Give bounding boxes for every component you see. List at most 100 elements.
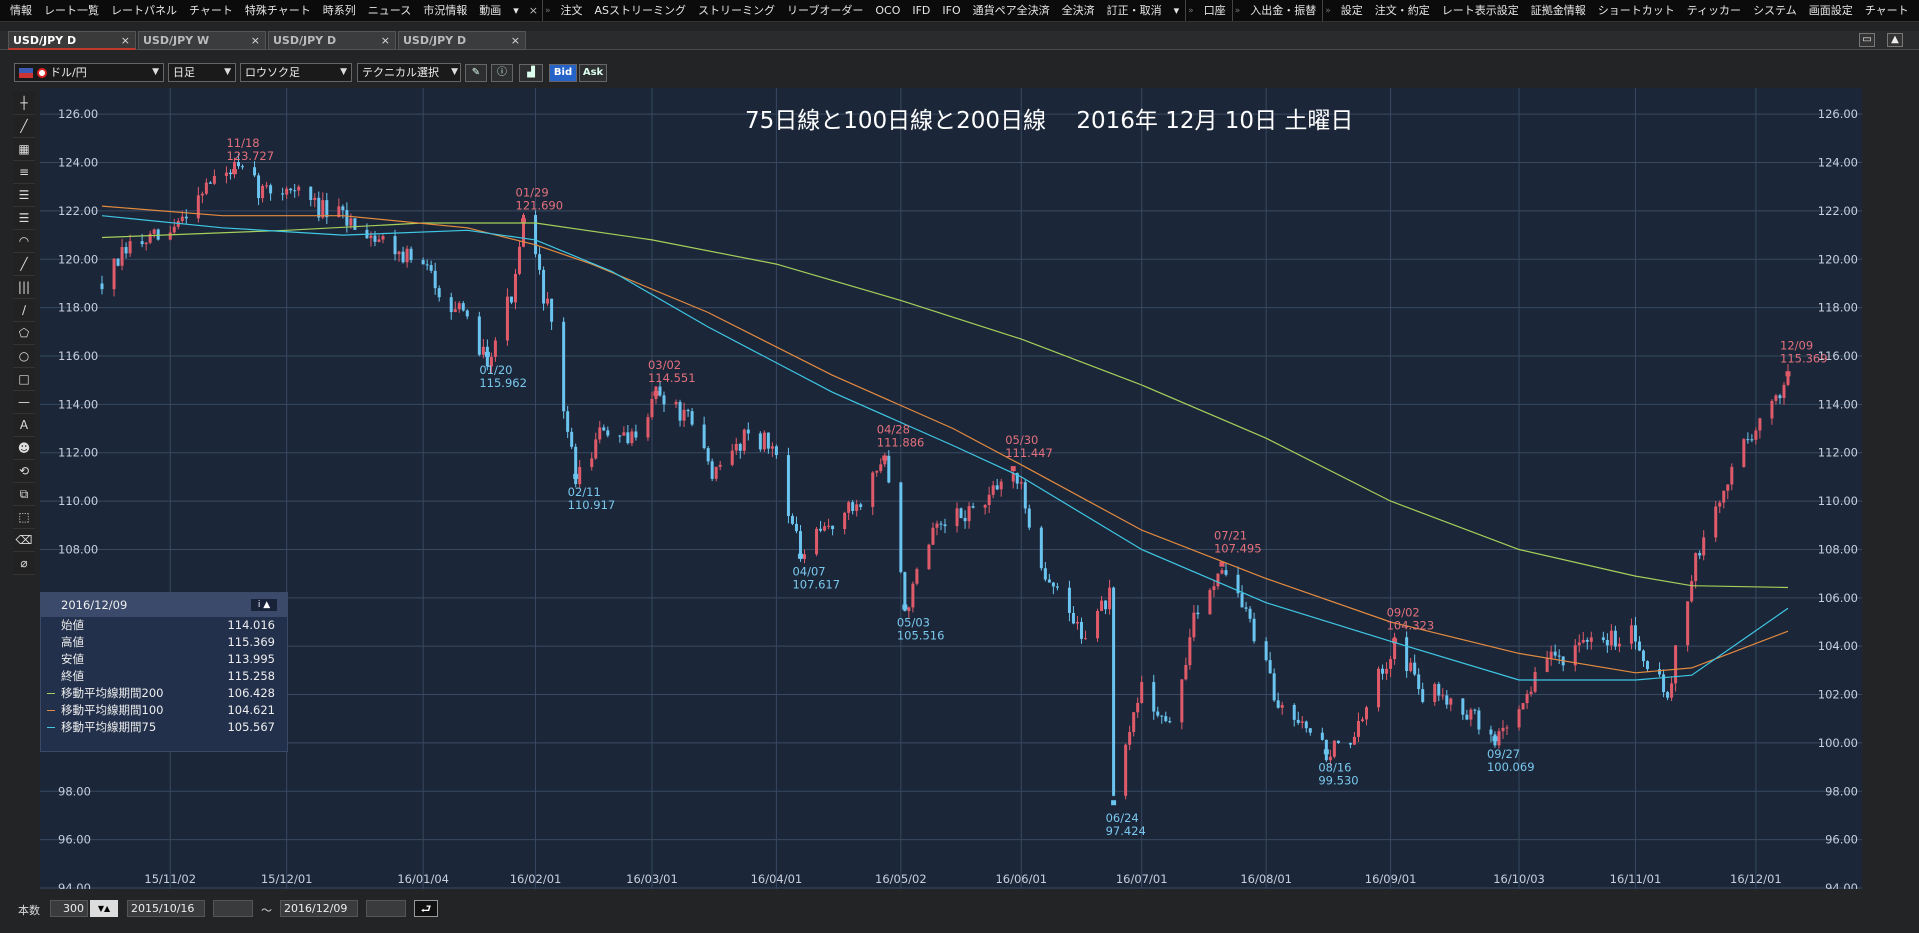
menu-item[interactable]: IFD [912,3,931,17]
chart-type-select[interactable]: ロウソク足 ▼ [240,63,352,82]
start-date-input[interactable]: 2015/10/16 [127,900,205,917]
candle-body [746,429,750,434]
menu-item[interactable]: 口座 [1203,3,1226,17]
drawing-tool-icon[interactable]: ╱ [13,253,35,276]
bar-count-input[interactable]: 300 [50,900,88,917]
menu-item[interactable]: 特殊チャート [244,3,311,17]
candle-body [907,607,911,612]
currency-pair-select[interactable]: ドル/円 ▼ [14,63,164,82]
close-icon[interactable]: × [528,4,538,17]
menu-item[interactable]: 通貨ペア全決済 [972,3,1050,17]
minimize-button[interactable]: ▲ [1887,33,1903,47]
menu-separator: » [541,0,551,21]
info-collapse-button[interactable]: i ▲ [251,599,277,611]
menu-item[interactable]: レート一覧 [44,3,99,17]
drawing-tool-icon[interactable]: ┼ [13,92,35,115]
count-spinner[interactable]: ▼▲ [90,900,118,917]
menu-item[interactable]: ショートカット [1597,3,1675,17]
info-row: 終値 115.258 [41,668,287,685]
drawing-tool-icon[interactable]: ◠ [13,230,35,253]
tab-usdjpy-d-3[interactable]: USD/JPY D × [398,31,526,50]
tab-usdjpy-w[interactable]: USD/JPY W × [138,31,266,50]
menu-item[interactable]: 注文・約定 [1374,3,1430,17]
technical-select[interactable]: テクニカル選択 ▼ [357,63,461,82]
candle-body [461,303,465,311]
menu-item[interactable]: システム [1753,3,1797,17]
menu-item[interactable]: ティッカー [1686,3,1742,17]
end-time-input[interactable] [366,900,406,917]
drawing-tool-icon[interactable]: ≡ [13,161,35,184]
drawing-tool-icon[interactable]: ⌀ [13,552,35,575]
menu-item[interactable]: リーブオーダー [787,3,864,17]
menu-item[interactable]: 情報 [10,3,32,17]
menu-item[interactable]: ASストリーミング [594,3,687,17]
start-time-input[interactable] [213,900,253,917]
extreme-marker [1492,736,1498,742]
drawing-tool-icon[interactable]: ||| [13,276,35,299]
drawing-tool-icon[interactable]: ○ [13,345,35,368]
tab-usdjpy-d-1[interactable]: USD/JPY D × [8,31,136,50]
menu-item[interactable]: 入出金・振替 [1250,3,1317,17]
candle-body [1646,661,1649,670]
bid-toggle[interactable]: Bid [549,64,577,82]
tab-usdjpy-d-2[interactable]: USD/JPY D × [268,31,396,50]
ask-toggle[interactable]: Ask [579,64,607,82]
drawing-tool-icon[interactable]: ╱ [13,115,35,138]
menu-more-button[interactable]: ▾ [1173,3,1180,17]
candle-body [662,395,666,405]
menu-item[interactable]: 証拠金情報 [1530,3,1586,17]
candle-body [293,190,297,192]
drawing-tool-icon[interactable]: □ [13,368,35,391]
menu-item[interactable]: ニュース [367,3,412,17]
candle-body [1609,630,1613,646]
menu-item[interactable]: 注文 [560,3,583,17]
menu-item[interactable]: レート表示設定 [1441,3,1519,17]
menu-item[interactable]: ストリーミング [698,3,776,17]
menu-item[interactable]: 時系列 [322,3,356,17]
refresh-button[interactable]: ⮐ [414,900,438,917]
close-icon[interactable]: × [250,34,260,47]
menu-item[interactable]: 訂正・取消 [1106,3,1162,17]
drawing-tool-icon[interactable]: ⬠ [13,322,35,345]
drawing-tool-icon[interactable]: ⟲ [13,460,35,483]
info-label: 移動平均線期間75 [61,720,157,734]
menu-item[interactable]: 全決済 [1061,3,1095,17]
menu-item[interactable]: 市況情報 [423,3,468,17]
menu-item[interactable]: 動画 [479,3,502,17]
end-date-input[interactable]: 2016/12/09 [280,900,358,917]
timeframe-select[interactable]: 日足 ▼ [168,63,236,82]
drawing-tool-icon[interactable]: ⬚ [13,506,35,529]
menu-item[interactable]: チャート [1864,3,1909,17]
drawing-tool-icon[interactable]: ☰ [13,207,35,230]
close-icon[interactable]: × [510,34,520,47]
candle-body [702,424,706,449]
drawing-tool-icon[interactable]: — [13,391,35,414]
drawing-tool-icon[interactable]: ⧉ [13,483,35,506]
candle-body [1332,740,1336,757]
drawing-tool-icon[interactable]: ⌫ [13,529,35,552]
pen-icon[interactable]: ✎ [465,64,487,82]
price-chart[interactable]: 126.00 126.00 124.00 124.00 122.00 122.00 120.… [40,88,1862,895]
close-icon[interactable]: × [380,34,390,47]
drawing-tool-icon[interactable]: ☻ [13,437,35,460]
maximize-button[interactable]: ▭ [1859,33,1875,47]
menu-item[interactable]: IFO [942,3,961,17]
menu-item[interactable]: チャート [189,3,233,17]
candle-body [429,265,433,271]
drawing-tool-icon[interactable]: A [13,414,35,437]
candle-body [1633,625,1637,642]
menu-more-button[interactable]: ▾ [513,3,519,17]
menu-item[interactable]: 設定 [1340,3,1363,17]
candle-body [313,197,317,200]
menu-more-button[interactable]: ▾ [1915,0,1919,21]
drawing-tool-icon[interactable]: ∕ [13,299,35,322]
menu-item[interactable]: レートパネル [111,3,177,17]
info-icon[interactable]: ⓘ [491,64,513,82]
chart-style-icon[interactable]: ▟ [519,64,543,82]
drawing-tool-icon[interactable]: ☰ [13,184,35,207]
chevron-down-icon: ▼ [224,67,231,77]
menu-item[interactable]: 画面設定 [1808,3,1853,17]
drawing-tool-icon[interactable]: ▦ [13,138,35,161]
close-icon[interactable]: × [120,34,130,47]
menu-item[interactable]: OCO [875,3,901,17]
